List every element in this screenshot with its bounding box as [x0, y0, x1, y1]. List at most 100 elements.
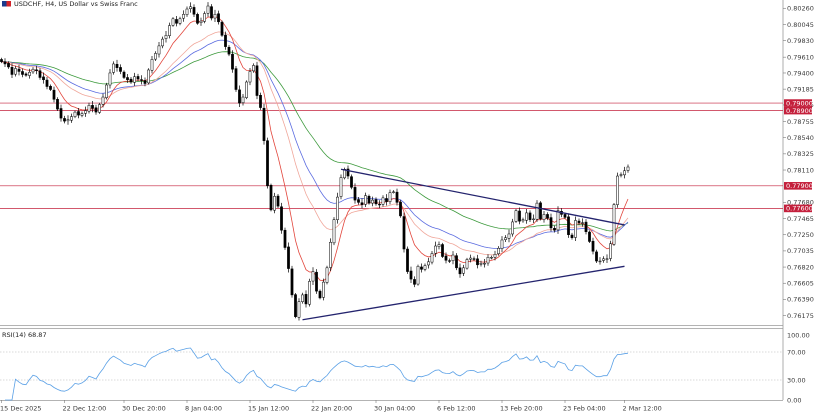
rsi-line — [5, 347, 629, 401]
candle-body — [451, 254, 455, 262]
trendline — [302, 265, 625, 321]
time-tick-label: 23 Feb 04:00 — [563, 405, 606, 413]
candle-body — [224, 34, 227, 47]
candle-body — [483, 263, 486, 265]
candle-body — [329, 241, 332, 268]
candle-body — [80, 113, 84, 116]
candle-body — [203, 13, 206, 22]
candle-body — [245, 81, 248, 98]
candle-body — [126, 77, 129, 80]
candle-body — [395, 191, 399, 203]
candle-body — [619, 174, 623, 176]
candle-body — [49, 85, 52, 90]
candle-body — [525, 212, 528, 221]
ma-fast-line — [1, 16, 629, 282]
candle-body — [612, 204, 616, 245]
candle-body — [353, 187, 357, 201]
candle-body — [175, 19, 178, 24]
candle-body — [318, 290, 322, 299]
rsi-tick: 0.00 — [787, 396, 801, 404]
price-tick-label: 0.80260 — [787, 5, 814, 13]
candle-body — [161, 38, 164, 47]
candle-body — [119, 67, 122, 72]
price-tick-label: 0.77250 — [787, 231, 814, 239]
candle-body — [616, 175, 619, 205]
candle-body — [360, 202, 364, 205]
candle-body — [346, 168, 350, 177]
symbol-label: USDCHF — [14, 0, 41, 8]
time-tick-label: 2 Mar 12:00 — [623, 405, 662, 413]
candle-body — [185, 8, 189, 15]
candle-body — [66, 119, 70, 122]
candle-body — [462, 267, 465, 274]
candle-body — [171, 18, 175, 26]
candle-body — [91, 105, 94, 109]
candle-body — [129, 78, 133, 83]
time-tick-label: 15 Jan 12:00 — [248, 405, 289, 413]
candle-body — [59, 108, 63, 119]
candle-body — [73, 111, 77, 117]
candle-body — [423, 265, 427, 270]
candle-body — [605, 258, 609, 260]
candle-body — [602, 258, 605, 261]
candle-body — [444, 255, 448, 261]
price-tick-label: 0.78325 — [787, 150, 814, 158]
candle-body — [0, 59, 3, 62]
candle-body — [567, 216, 570, 235]
candle-body — [577, 220, 581, 223]
candle-body — [112, 63, 115, 73]
candle-body — [315, 271, 318, 292]
candle-body — [52, 89, 56, 100]
price-tick-label: 0.78540 — [787, 134, 814, 142]
candle-body — [136, 76, 140, 80]
candle-body — [322, 281, 325, 298]
candle-body — [70, 116, 73, 121]
candle-body — [252, 65, 255, 72]
candle-body — [227, 46, 231, 55]
candle-body — [31, 68, 35, 73]
candle-body — [542, 214, 546, 220]
candle-body — [178, 18, 182, 24]
candle-body — [63, 118, 66, 122]
candle-body — [399, 201, 402, 217]
trendlines — [302, 168, 625, 321]
candle-body — [217, 13, 220, 23]
candle-body — [556, 210, 560, 231]
candle-body — [441, 244, 444, 257]
candle-body — [238, 89, 241, 104]
candle-body — [392, 191, 395, 193]
candle-body — [413, 279, 416, 285]
time-tick-label: 22 Jan 20:00 — [311, 405, 352, 413]
rsi-tick: 100.00 — [787, 332, 810, 340]
ma-green-line — [1, 51, 629, 232]
candle-body — [588, 231, 591, 242]
candle-body — [416, 266, 420, 285]
candle-body — [10, 67, 14, 75]
candle-body — [311, 271, 315, 282]
candle-body — [476, 258, 479, 266]
candle-body — [465, 259, 469, 269]
candle-body — [420, 266, 423, 270]
candle-body — [255, 65, 259, 96]
candle-body — [493, 254, 497, 258]
candle-body — [385, 198, 388, 202]
rsi-tick: 30.00 — [787, 376, 806, 384]
candle-body — [213, 14, 217, 19]
candle-body — [371, 199, 374, 204]
candle-body — [287, 246, 290, 269]
candle-body — [339, 177, 343, 197]
candle-body — [241, 96, 245, 104]
price-tick-label: 0.77680 — [787, 199, 814, 207]
candle-body — [273, 196, 276, 211]
candle-body — [45, 79, 49, 87]
symbol-description: US Dollar vs Swiss Franc — [58, 0, 138, 8]
horizontal-levels — [0, 102, 783, 209]
timeframe-label: H4 — [45, 0, 54, 8]
price-tick-label: 0.76390 — [787, 296, 814, 304]
candle-body — [290, 268, 294, 296]
candle-body — [336, 196, 339, 220]
candle-body — [14, 68, 17, 75]
candle-body — [192, 7, 196, 15]
